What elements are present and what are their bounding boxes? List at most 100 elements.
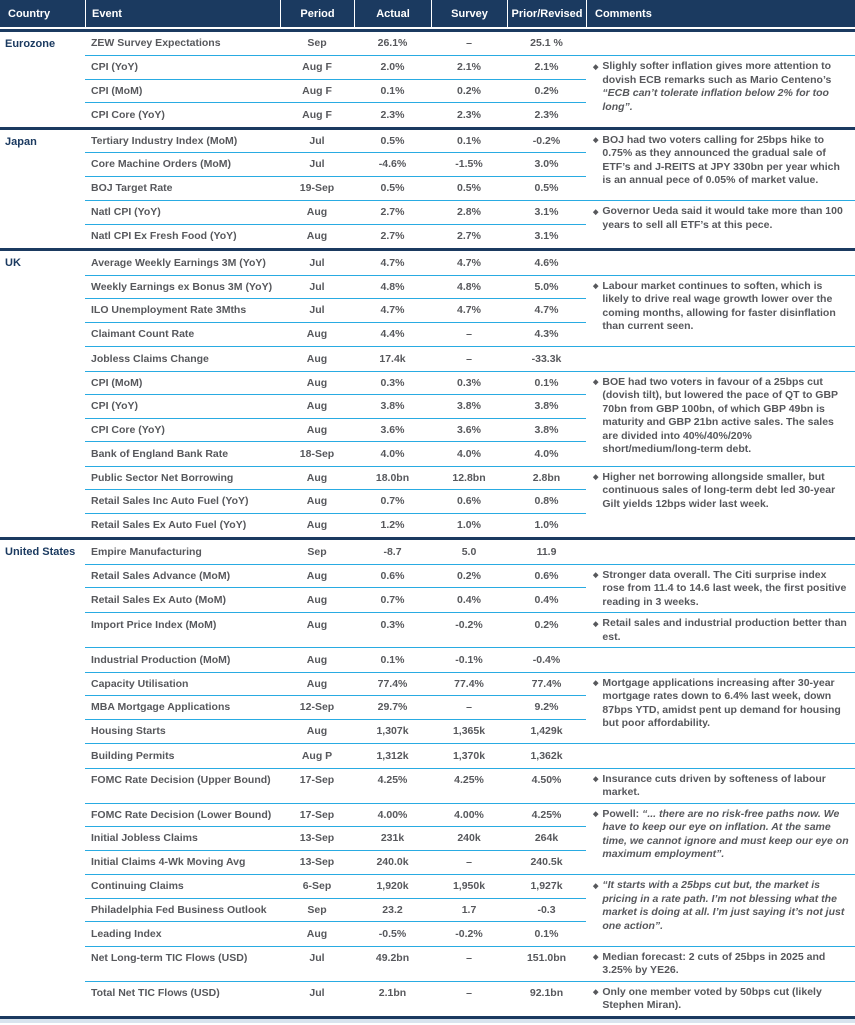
bullet-diamond-icon: ◆ (593, 379, 599, 386)
row-group: CPI (MoM) Aug 0.3% 0.3% 0.1% CPI (YoY) Aug 3.8%… (85, 372, 855, 467)
comment-text: Median forecast: 2 cuts of 25bps in 2025… (602, 950, 826, 977)
row-group: Empire Manufacturing Sep -8.7 5.0 11.9 (85, 540, 855, 565)
group-comments: ◆ Median forecast: 2 cuts of 25bps in 202… (586, 947, 855, 981)
period-cell: Jul (309, 987, 325, 1000)
actual-cell: -4.6% (378, 158, 407, 171)
comment: ◆ Labour market continues to soften, whic… (593, 280, 849, 334)
actual-cell: 77.4% (377, 677, 408, 690)
group-comments: ◆ Higher net borrowing allongside smaller… (586, 467, 855, 538)
survey-cell: -0.2% (455, 927, 483, 940)
event-cell: Initial Jobless Claims (91, 832, 198, 845)
period-cell: Aug (306, 230, 328, 243)
bullet-diamond-icon: ◆ (593, 474, 599, 481)
survey-cell: 2.8% (457, 206, 481, 219)
row-group: Retail Sales Advance (MoM) Aug 0.6% 0.2% 0.6… (85, 565, 855, 613)
period-cell: Aug (306, 519, 328, 532)
prior-revised-cell: 3.1% (534, 206, 559, 219)
actual-cell: 3.8% (380, 400, 405, 413)
group-comments: ◆ Insurance cuts driven by softeness of l… (586, 769, 855, 803)
table-row: Philadelphia Fed Business Outlook Sep 23.2… (85, 899, 586, 922)
table-row: Continuing Claims 6-Sep 1,920k 1,950k 1,927k (85, 875, 586, 899)
period-cell: Aug (306, 328, 328, 341)
country-label: UK (5, 257, 21, 269)
table-row: CPI (MoM) Aug 0.3% 0.3% 0.1% (85, 372, 586, 395)
row-group: Tertiary Industry Index (MoM) Jul 0.5% 0.1%… (85, 130, 855, 201)
actual-cell: 0.5% (380, 182, 405, 195)
survey-cell: 0.2% (457, 569, 481, 582)
survey-cell: – (466, 701, 472, 714)
event-cell: FOMC Rate Decision (Lower Bound) (91, 808, 272, 821)
header-actual: Actual (354, 0, 431, 27)
prior-revised-cell: -33.3k (531, 352, 562, 365)
event-cell: FOMC Rate Decision (Upper Bound) (91, 774, 271, 787)
period-cell: Aug (306, 206, 328, 219)
group-rows: FOMC Rate Decision (Lower Bound) 17-Sep 4.… (85, 804, 586, 875)
prior-revised-cell: 92.1bn (529, 987, 564, 1000)
bullet-diamond-icon: ◆ (593, 63, 599, 71)
prior-revised-cell: 0.4% (534, 593, 559, 606)
bullet-diamond-icon: ◆ (593, 208, 599, 216)
actual-cell: 49.2bn (375, 952, 410, 965)
event-cell: CPI (MoM) (91, 376, 143, 389)
comment: ◆ Higher net borrowing allongside smaller… (593, 471, 849, 512)
table-row: ILO Unemployment Rate 3Mths Jul 4.7% 4.7% 4.… (85, 299, 586, 323)
actual-cell: 2.1bn (378, 987, 407, 1000)
event-cell: Capacity Utilisation (91, 677, 189, 690)
event-cell: Total Net TIC Flows (USD) (91, 987, 220, 1000)
table-row: Initial Jobless Claims 13-Sep 231k 240k 264k (85, 827, 586, 851)
prior-revised-cell: 0.6% (534, 569, 559, 582)
prior-revised-cell: 4.7% (534, 304, 559, 317)
row-group: Industrial Production (MoM) Aug 0.1% -0.1% -… (85, 648, 855, 673)
prior-revised-cell: 11.9 (536, 545, 557, 558)
footer-strip (0, 1018, 855, 1023)
table-row: CPI Core (YoY) Aug F 2.3% 2.3% 2.3% (85, 103, 586, 127)
actual-cell: 17.4k (379, 352, 406, 365)
group-rows: Natl CPI (YoY) Aug 2.7% 2.8% 3.1% Natl CPI Ex… (85, 201, 586, 248)
comment: ◆ Retail sales and industrial production … (593, 617, 849, 644)
group-rows: Retail Sales Advance (MoM) Aug 0.6% 0.2% 0.6… (85, 565, 586, 613)
table-header-row: Country Event Period Actual Survey Prior… (0, 0, 855, 27)
row-group: Public Sector Net Borrowing Aug 18.0bn 12.8… (85, 467, 855, 538)
actual-cell: 1,307k (376, 725, 409, 738)
group-rows: Tertiary Industry Index (MoM) Jul 0.5% 0.1%… (85, 130, 586, 201)
bullet-diamond-icon: ◆ (593, 620, 599, 628)
group-rows: CPI (MoM) Aug 0.3% 0.3% 0.1% CPI (YoY) Aug 3.8%… (85, 372, 586, 466)
prior-revised-cell: 1,927k (530, 880, 563, 893)
row-group: Weekly Earnings ex Bonus 3M (YoY) Jul 4.8%… (85, 276, 855, 347)
table-row: MBA Mortgage Applications 12-Sep 29.7% – 9.2… (85, 696, 586, 720)
survey-cell: 1.7 (461, 903, 477, 916)
actual-cell: 1.2% (380, 519, 405, 532)
table-row: Core Machine Orders (MoM) Jul -4.6% -1.5% 3.… (85, 153, 586, 177)
survey-cell: – (466, 37, 472, 50)
bullet-diamond-icon: ◆ (593, 811, 599, 818)
period-cell: 6-Sep (302, 880, 332, 893)
event-cell: ILO Unemployment Rate 3Mths (91, 304, 247, 317)
comment-text: Only one member voted by 50bps cut (like… (602, 985, 822, 1012)
survey-cell: -1.5% (455, 158, 483, 171)
country-section-uk: UK Average Weekly Earnings 3M (YoY) Jul 4.7… (0, 251, 855, 540)
table-row: Leading Index Aug -0.5% -0.2% 0.1% (85, 922, 586, 946)
period-cell: Aug (306, 725, 328, 738)
actual-cell: 23.2 (382, 903, 403, 916)
event-cell: BOJ Target Rate (91, 182, 173, 195)
period-cell: Aug (306, 569, 328, 582)
table-row: Claimant Count Rate Aug 4.4% – 4.3% (85, 323, 586, 347)
event-cell: Continuing Claims (91, 880, 184, 893)
event-cell: CPI (YoY) (91, 61, 139, 74)
actual-cell: 4.0% (380, 447, 405, 460)
survey-cell: 5.0 (461, 545, 477, 558)
comment: ◆ Median forecast: 2 cuts of 25bps in 202… (593, 951, 849, 978)
group-comments: ◆ Governor Ueda said it would take more t… (586, 201, 855, 248)
event-cell: Industrial Production (MoM) (91, 653, 231, 666)
table-row: CPI (YoY) Aug F 2.0% 2.1% 2.1% (85, 56, 586, 80)
event-cell: Average Weekly Earnings 3M (YoY) (91, 256, 266, 269)
prior-revised-cell: 2.1% (534, 61, 559, 74)
group-rows: Weekly Earnings ex Bonus 3M (YoY) Jul 4.8%… (85, 276, 586, 347)
survey-cell: -0.2% (455, 618, 483, 631)
country-section-united-states: United States Empire Manufacturing Sep -8.7… (0, 540, 855, 1019)
comment: ◆ BOJ had two voters calling for 25bps hi… (593, 134, 849, 188)
period-cell: Aug P (301, 749, 333, 762)
row-group: FOMC Rate Decision (Upper Bound) 17-Sep 4.… (85, 769, 855, 804)
table-row: FOMC Rate Decision (Lower Bound) 17-Sep 4.… (85, 804, 586, 827)
header-comments: Comments (586, 0, 855, 27)
